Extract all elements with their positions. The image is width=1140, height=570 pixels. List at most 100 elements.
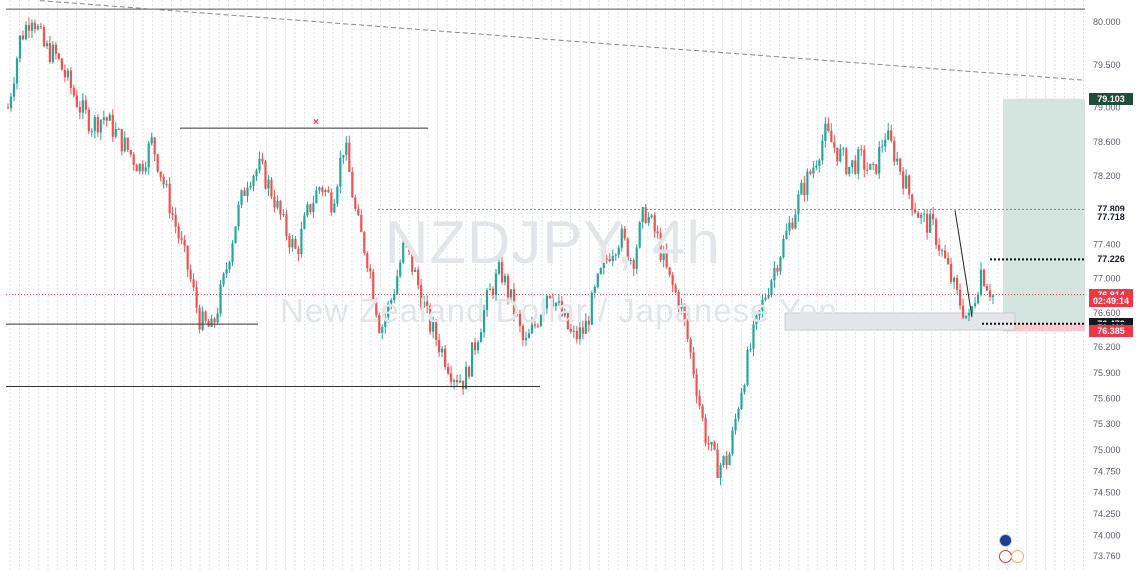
candle-body bbox=[339, 157, 342, 187]
candle-body bbox=[566, 312, 569, 329]
candle-body bbox=[126, 137, 129, 150]
axis-tick-label: 75.000 bbox=[1093, 445, 1121, 455]
candle-body bbox=[683, 304, 686, 320]
candle-body bbox=[563, 312, 566, 316]
axis-tick-label: 79.500 bbox=[1093, 60, 1121, 70]
candle-body bbox=[809, 171, 812, 174]
flag-icon[interactable] bbox=[999, 534, 1012, 547]
take-profit-zone bbox=[1003, 98, 1085, 324]
candle-body bbox=[752, 324, 755, 349]
candle-body bbox=[408, 244, 411, 252]
candle-body bbox=[51, 44, 55, 62]
candle-body bbox=[243, 190, 246, 196]
axis-tick-label: 76.600 bbox=[1093, 308, 1121, 318]
candle-body bbox=[132, 154, 135, 165]
candle-body bbox=[674, 285, 677, 292]
candle-body bbox=[719, 464, 722, 479]
candle-body bbox=[461, 380, 465, 390]
candle-body bbox=[899, 158, 902, 172]
candle-body bbox=[857, 149, 860, 174]
candle-body bbox=[677, 291, 680, 309]
candle-body bbox=[917, 212, 920, 218]
candle-body bbox=[291, 238, 294, 248]
candle-body bbox=[426, 301, 429, 306]
candle-body bbox=[689, 338, 692, 353]
candle-body bbox=[701, 405, 704, 418]
candle-body bbox=[264, 161, 267, 189]
candle-body bbox=[447, 366, 450, 374]
axis-tick-label: 77.000 bbox=[1093, 274, 1121, 284]
candle-body bbox=[369, 268, 372, 272]
candle-body bbox=[635, 247, 638, 269]
candle-body bbox=[168, 183, 171, 214]
candle-body bbox=[330, 192, 333, 213]
candle-body bbox=[812, 167, 815, 174]
event-marker-icon[interactable] bbox=[1011, 550, 1024, 563]
candle-body bbox=[935, 219, 938, 245]
candle-body bbox=[638, 222, 641, 248]
symbol-description-watermark: New Zealand Dollar / Japanese Yen bbox=[280, 292, 838, 329]
axis-tick-label: 74.500 bbox=[1093, 488, 1121, 498]
candle-body bbox=[366, 253, 369, 269]
candle-body bbox=[650, 215, 653, 218]
axis-tick-label: 75.900 bbox=[1093, 368, 1121, 378]
candle-body bbox=[213, 318, 216, 323]
candle-body bbox=[354, 197, 357, 209]
candle-body bbox=[686, 319, 689, 339]
chart-tool-icons[interactable] bbox=[996, 532, 1030, 566]
candle-body bbox=[66, 70, 69, 78]
candle-body bbox=[821, 140, 824, 161]
candle-body bbox=[949, 264, 953, 282]
candle-body bbox=[378, 315, 381, 333]
axis-tick-label: 74.000 bbox=[1093, 530, 1121, 540]
candle-body bbox=[141, 163, 144, 172]
candle-body bbox=[90, 131, 93, 133]
candle-body bbox=[399, 262, 402, 277]
candle-body bbox=[105, 117, 108, 121]
candle-body bbox=[285, 213, 288, 236]
candle-body bbox=[503, 275, 507, 283]
candle-body bbox=[926, 213, 929, 233]
candle-body bbox=[979, 269, 983, 295]
candle-body bbox=[593, 286, 596, 293]
candle-body bbox=[665, 250, 668, 268]
candle-body bbox=[309, 204, 312, 212]
axis-tick-label: 74.250 bbox=[1093, 509, 1121, 519]
candle-body bbox=[488, 288, 492, 291]
candle-body bbox=[653, 215, 656, 232]
candle-body bbox=[156, 154, 159, 172]
candle-body bbox=[192, 279, 195, 288]
candle-body bbox=[863, 149, 866, 170]
candle-body bbox=[225, 269, 228, 274]
candle-body bbox=[470, 342, 474, 377]
candle-body bbox=[402, 242, 405, 263]
candle-body bbox=[734, 418, 737, 431]
candle-body bbox=[842, 148, 845, 150]
drawing-lines[interactable]: × bbox=[6, 0, 1086, 388]
candle-body bbox=[710, 441, 713, 445]
candle-body bbox=[18, 35, 22, 59]
trend-line bbox=[39, 0, 1086, 81]
candle-body bbox=[123, 137, 126, 152]
candle-body bbox=[162, 176, 165, 185]
candle-body bbox=[671, 274, 674, 286]
candle-body bbox=[911, 194, 914, 210]
candle-body bbox=[668, 267, 671, 275]
candle-body bbox=[755, 315, 758, 325]
candle-body bbox=[764, 297, 767, 300]
candle-body bbox=[632, 260, 635, 269]
candle-body bbox=[943, 250, 947, 259]
candle-body bbox=[973, 303, 977, 307]
candle-body bbox=[318, 187, 321, 191]
chart-grid bbox=[9, 0, 1084, 570]
candle-body bbox=[491, 288, 495, 296]
candle-body bbox=[444, 348, 447, 367]
candle-body bbox=[363, 232, 366, 254]
candle-body bbox=[920, 214, 923, 218]
axis-tick-label: 74.750 bbox=[1093, 466, 1121, 476]
candle-body bbox=[63, 69, 66, 78]
price-axis[interactable]: 80.00079.50079.00078.60078.20077.80077.4… bbox=[1093, 17, 1121, 561]
candle-body bbox=[450, 373, 453, 382]
candle-body bbox=[875, 164, 878, 174]
